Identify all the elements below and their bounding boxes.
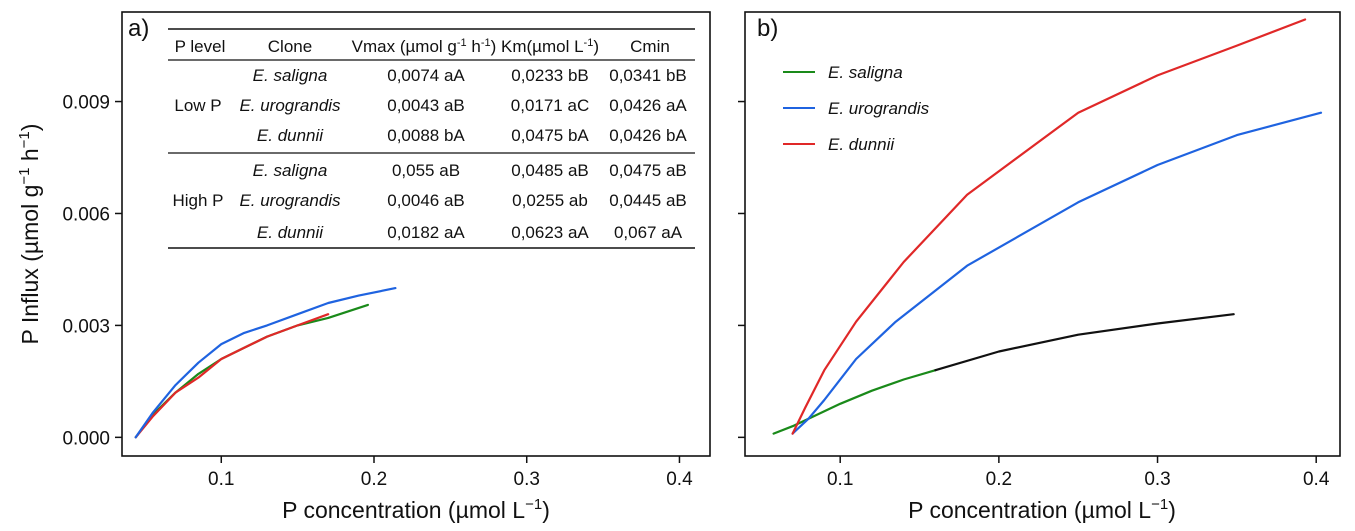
panel-b-series: [772, 18, 1323, 435]
table-cell-km: 0,0233 bB: [511, 66, 589, 85]
panel-a-x-tick-label: 0.1: [208, 469, 234, 490]
panel-a-ticks: 0.1 0.2 0.3 0.4 0.000 0.003 0.006 0.009: [62, 93, 693, 490]
table-cell-clone: E. urograndis: [239, 191, 341, 210]
panel-b-ticks: 0.1 0.2 0.3 0.4: [738, 100, 1330, 490]
table-cell-clone: E. dunnii: [257, 126, 324, 145]
panel-b-series-line-red: [791, 18, 1307, 435]
panel-a-y-tick-label: 0.006: [62, 204, 110, 225]
panel-b-series-line-black: [934, 313, 1235, 372]
panel-a-y-tick-label: 0.003: [62, 316, 110, 337]
table-cell-clone: E. saligna: [253, 66, 328, 85]
panel-b-series-line-blue: [791, 111, 1323, 435]
panel-b-x-axis-label: P concentration (µmol L−1): [908, 496, 1176, 523]
table-cell-vmax: 0,0074 aA: [387, 66, 465, 85]
table-cell-vmax: 0,0046 aB: [387, 191, 465, 210]
table-cell-vmax: 0,055 aB: [392, 161, 460, 180]
table-cell-clone: E. urograndis: [239, 96, 341, 115]
table-header-clone: Clone: [268, 37, 312, 56]
table-cell-km: 0,0623 aA: [511, 223, 589, 242]
panel-a-series-line-blue: [134, 287, 397, 439]
table-cell-km: 0,0255 ab: [512, 191, 588, 210]
panel-a: a) 0.1 0.2 0.3 0.4 0.000 0.003 0.006 0.009 P In…: [16, 11, 711, 523]
panel-a-series: [134, 287, 397, 439]
table-cell-cmin: 0,0475 aB: [609, 161, 687, 180]
legend-label-e-dunnii: E. dunnii: [828, 135, 895, 154]
panel-a-series-line-red: [134, 313, 330, 439]
panel-a-y-tick-label: 0.000: [62, 428, 110, 449]
legend-label-e-urograndis: E. urograndis: [828, 99, 930, 118]
table-cell-cmin: 0,0445 aB: [609, 191, 687, 210]
table-cell-cmin: 0,0426 bA: [609, 126, 687, 145]
table-header-vmax: Vmax (µmol g-1 h-1): [352, 37, 497, 56]
table-cell-clone: E. dunnii: [257, 223, 324, 242]
table-header-p-level: P level: [175, 37, 226, 56]
panel-b-x-tick-label: 0.2: [986, 469, 1012, 490]
panel-a-x-tick-label: 0.2: [361, 469, 387, 490]
table-cell-km: 0,0485 aB: [511, 161, 589, 180]
kinetics-table: P level Clone Vmax (µmol g-1 h-1) Km(µmo…: [168, 28, 695, 249]
table-group-high-p: High P: [172, 191, 223, 210]
panel-a-y-tick-label: 0.009: [62, 93, 110, 114]
table-cell-vmax: 0,0182 aA: [387, 223, 465, 242]
table-group-low-p: Low P: [174, 96, 221, 115]
panel-b-label: b): [757, 15, 778, 42]
panel-a-series-line-green: [134, 303, 369, 439]
panel-a-x-axis-label: P concentration (µmol L−1): [282, 496, 550, 523]
panel-a-x-tick-label: 0.4: [666, 469, 693, 490]
panel-b-series-line-green: [772, 369, 937, 435]
panel-b-x-tick-label: 0.4: [1303, 469, 1330, 490]
panel-a-x-tick-label: 0.3: [514, 469, 540, 490]
panel-b-x-tick-label: 0.3: [1144, 469, 1170, 490]
legend-label-e-saligna: E. saligna: [828, 63, 903, 82]
panel-a-frame: [121, 11, 711, 457]
panel-a-y-axis-label: P Influx (µmol g−1 h−1): [16, 124, 43, 345]
table-cell-clone: E. saligna: [253, 161, 328, 180]
table-cell-km: 0,0475 bA: [511, 126, 589, 145]
table-cell-cmin: 0,0426 aA: [609, 96, 687, 115]
table-cell-cmin: 0,067 aA: [614, 223, 683, 242]
table-cell-vmax: 0,0088 bA: [387, 126, 465, 145]
panel-b-legend: E. saligna E. urograndis E. dunnii: [783, 63, 930, 154]
panel-b-x-tick-label: 0.1: [827, 469, 853, 490]
panel-a-label: a): [128, 15, 149, 42]
table-header-cmin: Cmin: [630, 37, 670, 56]
panel-b-frame: [744, 11, 1341, 457]
table-cell-vmax: 0,0043 aB: [387, 96, 465, 115]
table-header-km: Km(µmol L-1): [501, 37, 599, 56]
panel-b: b) 0.1 0.2 0.3 0.4 E. saligna E. urograndis…: [738, 11, 1341, 523]
table-cell-km: 0,0171 aC: [511, 96, 589, 115]
table-cell-cmin: 0,0341 bB: [609, 66, 687, 85]
